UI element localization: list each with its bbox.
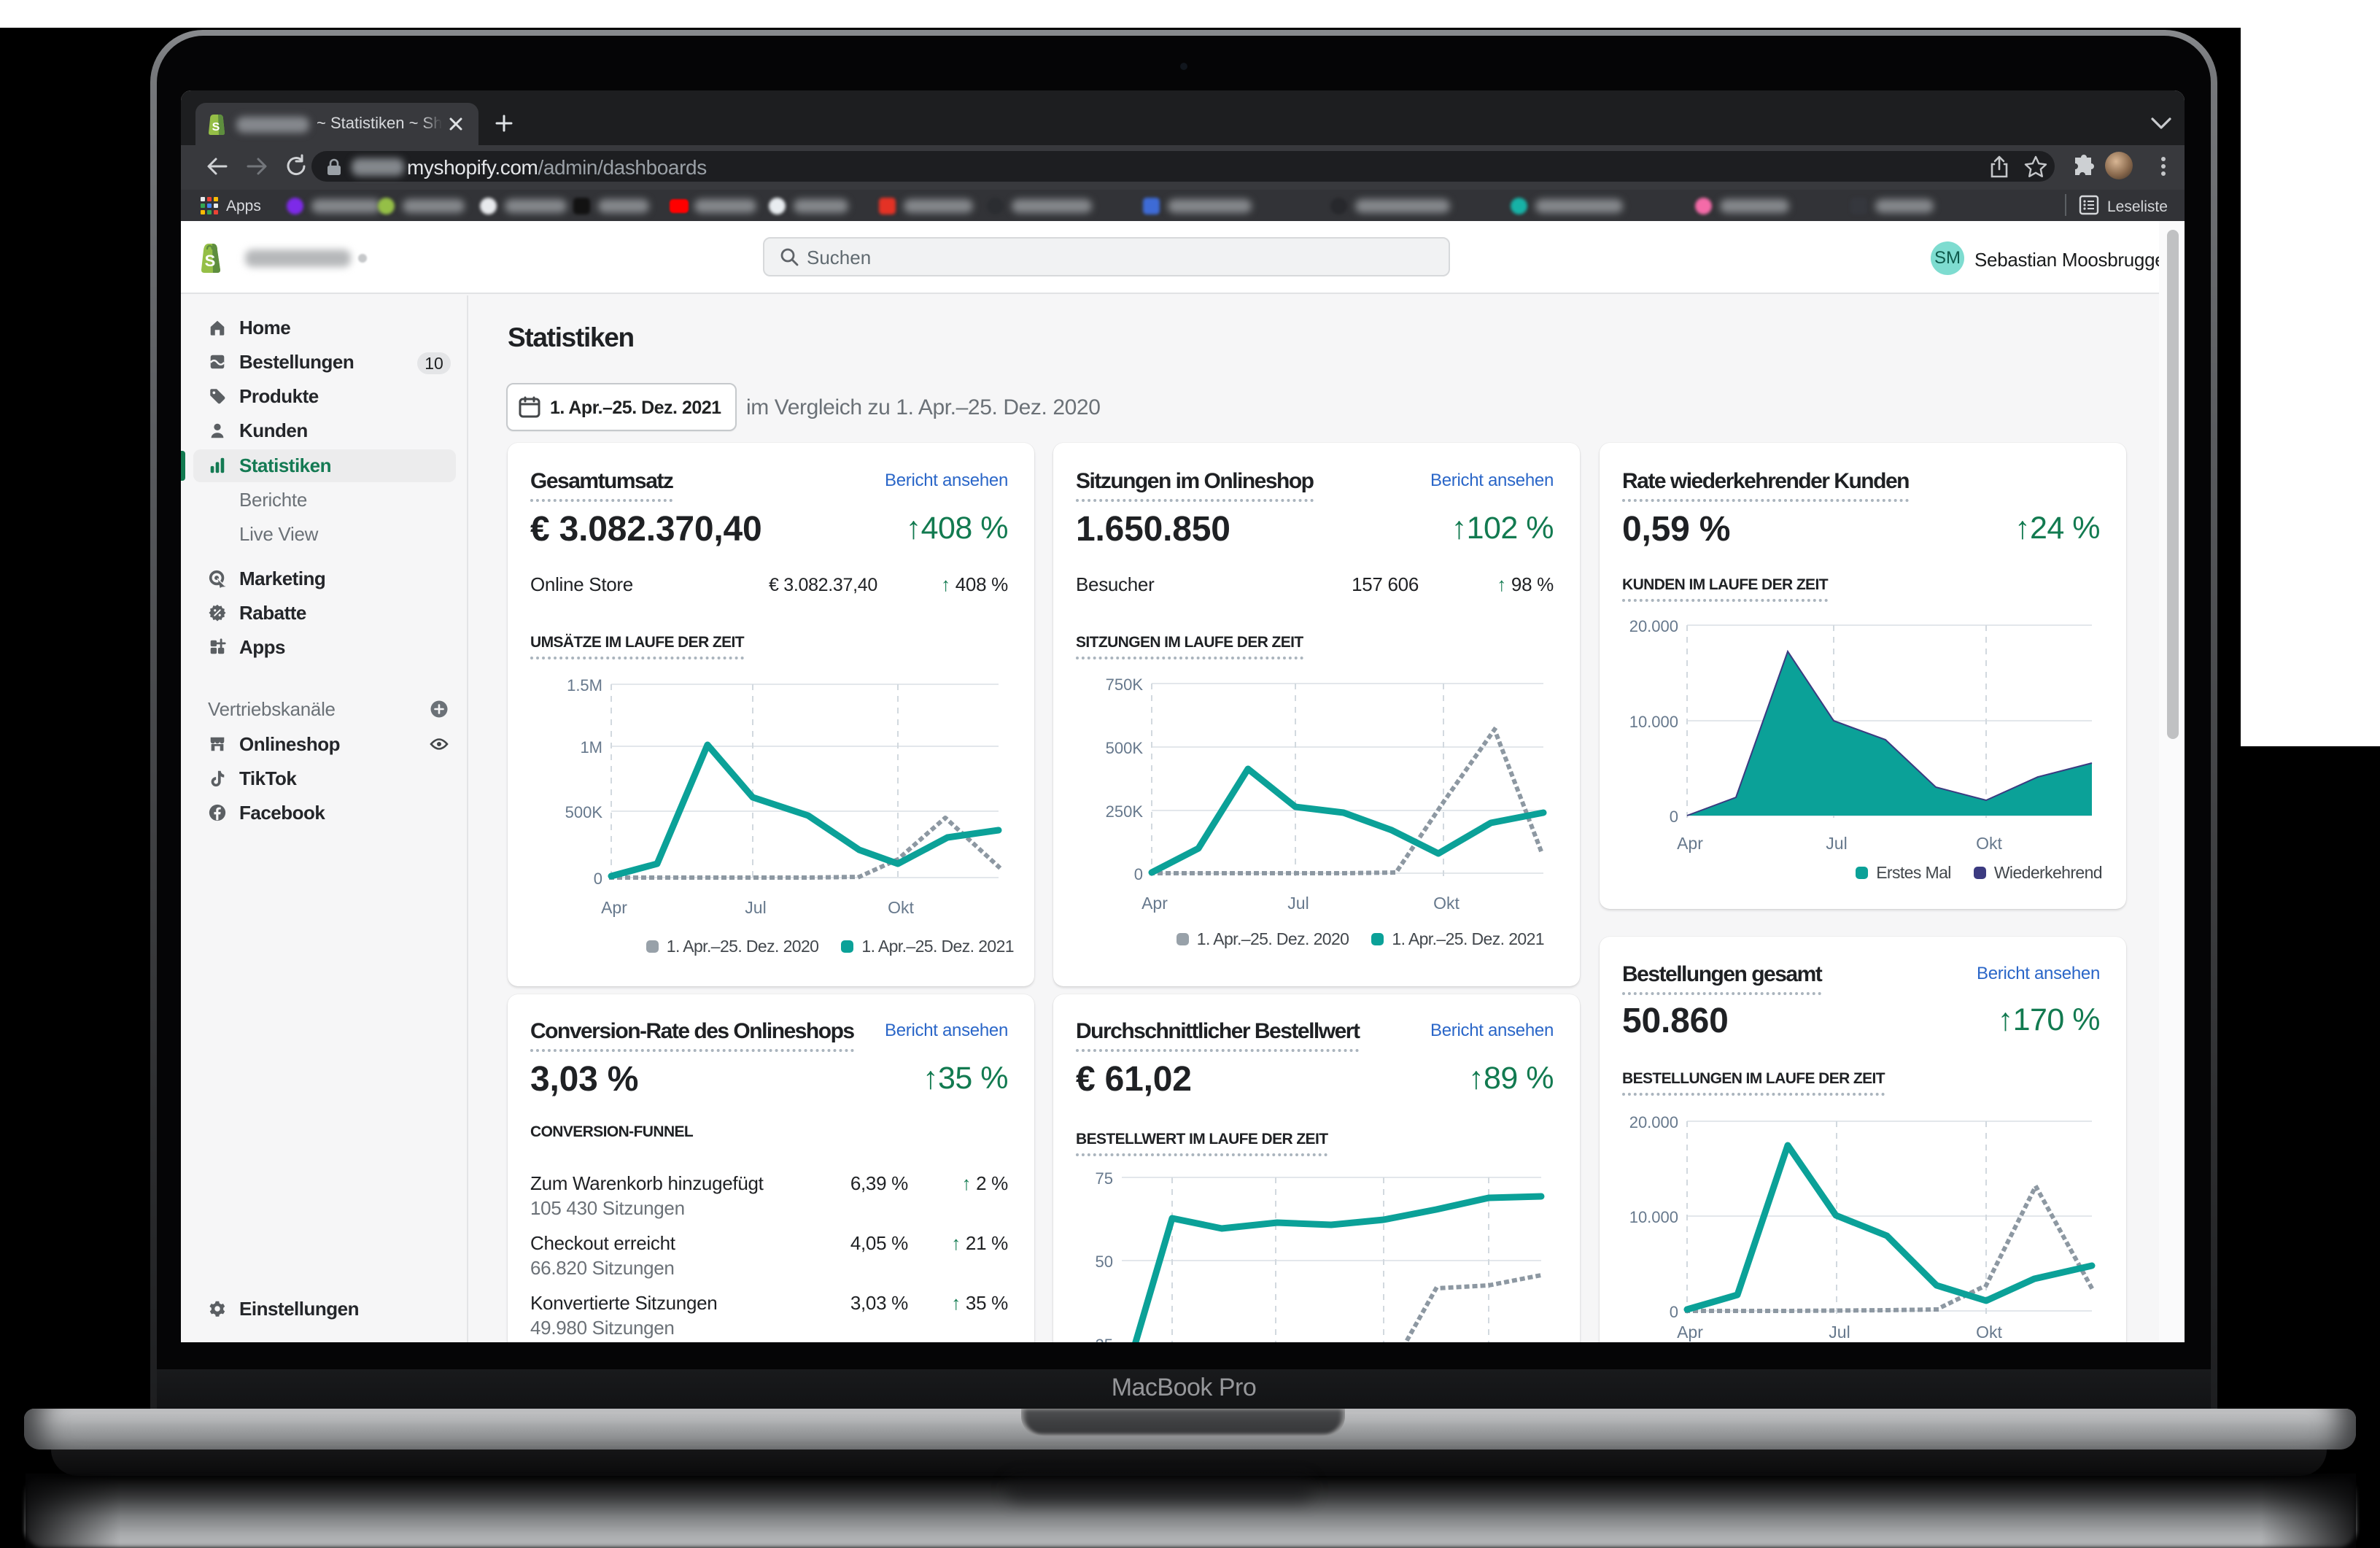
svg-text:0: 0 <box>1670 808 1678 826</box>
svg-text:Apr: Apr <box>1677 1323 1703 1342</box>
svg-text:S: S <box>212 121 220 133</box>
svg-text:25: 25 <box>1096 1336 1113 1342</box>
svg-text:0: 0 <box>1134 865 1143 883</box>
svg-text:Okt: Okt <box>888 898 914 917</box>
svg-text:750K: 750K <box>1106 676 1144 694</box>
svg-text:1.5M: 1.5M <box>567 676 602 694</box>
svg-text:Apr: Apr <box>1141 894 1168 913</box>
svg-text:Okt: Okt <box>1433 894 1460 913</box>
svg-text:S: S <box>205 252 216 270</box>
svg-text:500K: 500K <box>565 803 603 821</box>
svg-text:75: 75 <box>1096 1169 1113 1188</box>
svg-text:Jul: Jul <box>1287 894 1309 913</box>
svg-text:Jul: Jul <box>745 898 766 917</box>
svg-text:1M: 1M <box>580 738 602 756</box>
svg-text:0: 0 <box>594 870 602 888</box>
svg-text:250K: 250K <box>1106 802 1144 821</box>
svg-text:Apr: Apr <box>1677 834 1703 853</box>
svg-text:500K: 500K <box>1106 739 1144 757</box>
svg-text:0: 0 <box>1670 1303 1678 1321</box>
svg-text:20.000: 20.000 <box>1629 617 1678 635</box>
svg-text:Apr: Apr <box>601 898 627 917</box>
svg-text:Okt: Okt <box>1976 834 2002 853</box>
svg-text:Jul: Jul <box>1829 1323 1850 1342</box>
svg-text:10.000: 10.000 <box>1629 1208 1678 1226</box>
svg-text:20.000: 20.000 <box>1629 1113 1678 1131</box>
svg-text:Jul: Jul <box>1826 834 1847 853</box>
svg-text:10.000: 10.000 <box>1629 713 1678 731</box>
svg-text:Okt: Okt <box>1976 1323 2002 1342</box>
svg-text:50: 50 <box>1096 1253 1113 1271</box>
